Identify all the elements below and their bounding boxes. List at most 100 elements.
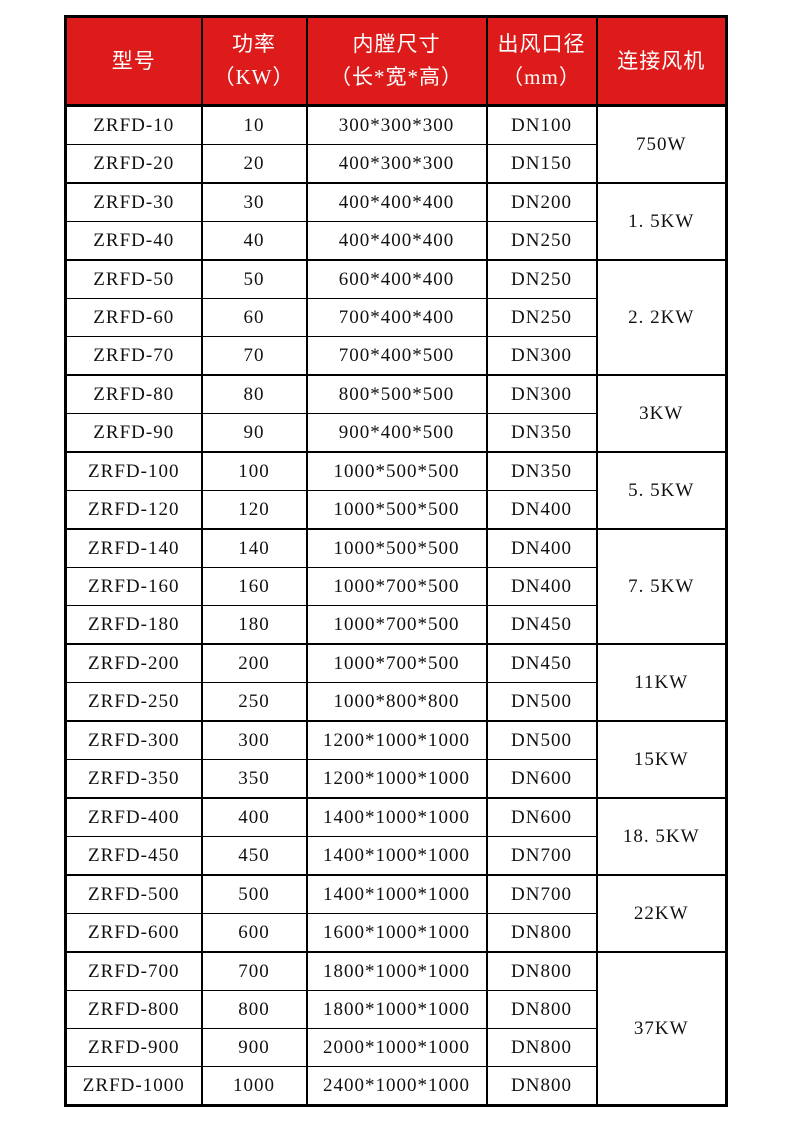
cell-model: ZRFD-300 [64, 720, 203, 760]
cell-outlet: DN400 [485, 567, 598, 606]
cell-model: ZRFD-60 [64, 298, 203, 337]
cell-power: 800 [200, 990, 308, 1029]
cell-power: 400 [200, 797, 308, 837]
cell-size: 400*400*400 [305, 221, 488, 261]
cell-model: ZRFD-140 [64, 528, 203, 568]
zrfd-spec-table: 型号 功率 （KW） 内膛尺寸 （长*宽*高） 出风口径 （mm） 连接风机 [64, 15, 728, 1107]
table-row: ZRFD-350 350 1200*1000*1000 DN600 [64, 759, 727, 799]
cell-model: ZRFD-80 [64, 374, 203, 414]
cell-outlet: DN300 [485, 374, 598, 414]
cell-outlet: DN600 [485, 797, 598, 837]
cell-size: 1000*700*500 [305, 567, 488, 606]
col-header-power: 功率 （KW） [200, 15, 308, 107]
cell-power: 40 [200, 221, 308, 261]
cell-fan-group: 7. 5KW [595, 528, 728, 645]
cell-power: 450 [200, 836, 308, 876]
cell-outlet: DN450 [485, 643, 598, 683]
cell-power: 500 [200, 874, 308, 914]
cell-model: ZRFD-100 [64, 451, 203, 491]
table-row: ZRFD-10 10 300*300*300 DN100 750W [64, 104, 728, 184]
cell-outlet: DN250 [485, 259, 598, 299]
cell-outlet: DN250 [485, 221, 598, 261]
cell-outlet: DN300 [485, 336, 598, 376]
cell-model: ZRFD-250 [64, 682, 203, 722]
cell-model: ZRFD-350 [64, 759, 203, 799]
cell-model: ZRFD-70 [64, 336, 203, 376]
cell-size: 700*400*500 [305, 336, 488, 376]
cell-power: 60 [200, 298, 308, 337]
cell-fan-group: 11KW [595, 643, 728, 722]
col-header-power-line1: 功率 [232, 32, 276, 57]
cell-power: 80 [200, 374, 308, 414]
table-row: ZRFD-30 30 400*400*400 DN200 1. 5KW [64, 182, 728, 261]
cell-power: 30 [200, 182, 308, 222]
cell-outlet: DN400 [485, 490, 598, 530]
col-header-size-line1: 内膛尺寸 [352, 32, 441, 57]
table-row: ZRFD-70 70 700*400*500 DN300 [64, 336, 727, 376]
table-row: ZRFD-80 80 800*500*500 DN300 3KW [64, 374, 728, 453]
cell-size: 1400*1000*1000 [305, 836, 488, 876]
table-row: ZRFD-60 60 700*400*400 DN250 [64, 298, 727, 337]
table-row: ZRFD-400 400 1400*1000*1000 DN600 18. 5K… [64, 797, 728, 876]
cell-outlet: DN450 [485, 605, 598, 645]
table-header: 型号 功率 （KW） 内膛尺寸 （长*宽*高） 出风口径 （mm） 连接风机 [64, 15, 728, 107]
cell-power: 50 [200, 259, 308, 299]
cell-outlet: DN350 [485, 413, 598, 453]
cell-model: ZRFD-40 [64, 221, 203, 261]
cell-size: 1000*800*800 [305, 682, 488, 722]
cell-model: ZRFD-500 [64, 874, 203, 914]
cell-size: 300*300*300 [305, 104, 488, 145]
cell-outlet: DN500 [485, 720, 598, 760]
table-row: ZRFD-90 90 900*400*500 DN350 [64, 413, 727, 453]
table-row: ZRFD-160 160 1000*700*500 DN400 [64, 567, 727, 606]
table-row: ZRFD-40 40 400*400*400 DN250 [64, 221, 727, 261]
cell-outlet: DN500 [485, 682, 598, 722]
cell-outlet: DN700 [485, 874, 598, 914]
cell-size: 1600*1000*1000 [305, 913, 488, 953]
col-header-outlet-line2: （mm） [502, 65, 581, 89]
cell-outlet: DN350 [485, 451, 598, 491]
col-header-model: 型号 [64, 15, 203, 107]
cell-outlet: DN400 [485, 528, 598, 568]
cell-model: ZRFD-10 [64, 104, 203, 145]
cell-fan-group: 5. 5KW [595, 451, 728, 530]
cell-outlet: DN250 [485, 298, 598, 337]
cell-size: 1000*500*500 [305, 490, 488, 530]
cell-model: ZRFD-900 [64, 1028, 203, 1067]
cell-size: 1200*1000*1000 [305, 720, 488, 760]
cell-power: 140 [200, 528, 308, 568]
cell-size: 800*500*500 [305, 374, 488, 414]
cell-size: 2000*1000*1000 [305, 1028, 488, 1067]
cell-power: 180 [200, 605, 308, 645]
cell-power: 160 [200, 567, 308, 606]
cell-power: 600 [200, 913, 308, 953]
cell-size: 700*400*400 [305, 298, 488, 337]
table-row: ZRFD-100 100 1000*500*500 DN350 5. 5KW [64, 451, 728, 530]
cell-outlet: DN700 [485, 836, 598, 876]
table-row: ZRFD-700 700 1800*1000*1000 DN800 37KW [64, 951, 728, 1106]
cell-fan-group: 37KW [595, 951, 728, 1106]
table-row: ZRFD-120 120 1000*500*500 DN400 [64, 490, 727, 530]
cell-fan-group: 15KW [595, 720, 728, 799]
table-row: ZRFD-900 900 2000*1000*1000 DN800 [64, 1028, 727, 1067]
col-header-power-line2: （KW） [213, 65, 295, 89]
cell-size: 600*400*400 [305, 259, 488, 299]
cell-size: 1800*1000*1000 [305, 951, 488, 991]
cell-outlet: DN600 [485, 759, 598, 799]
cell-power: 100 [200, 451, 308, 491]
cell-power: 90 [200, 413, 308, 453]
cell-size: 900*400*500 [305, 413, 488, 453]
col-header-outlet: 出风口径 （mm） [485, 15, 598, 107]
col-header-fan-line1: 连接风机 [617, 48, 706, 73]
cell-model: ZRFD-1000 [64, 1066, 203, 1106]
cell-model: ZRFD-20 [64, 144, 203, 184]
cell-outlet: DN150 [485, 144, 598, 184]
cell-model: ZRFD-160 [64, 567, 203, 606]
cell-power: 300 [200, 720, 308, 760]
table-row: ZRFD-20 20 400*300*300 DN150 [64, 144, 727, 184]
cell-fan-group: 2. 2KW [595, 259, 728, 376]
cell-power: 900 [200, 1028, 308, 1067]
table-body: ZRFD-10 10 300*300*300 DN100 750W ZRFD-2… [64, 104, 728, 1106]
cell-model: ZRFD-90 [64, 413, 203, 453]
